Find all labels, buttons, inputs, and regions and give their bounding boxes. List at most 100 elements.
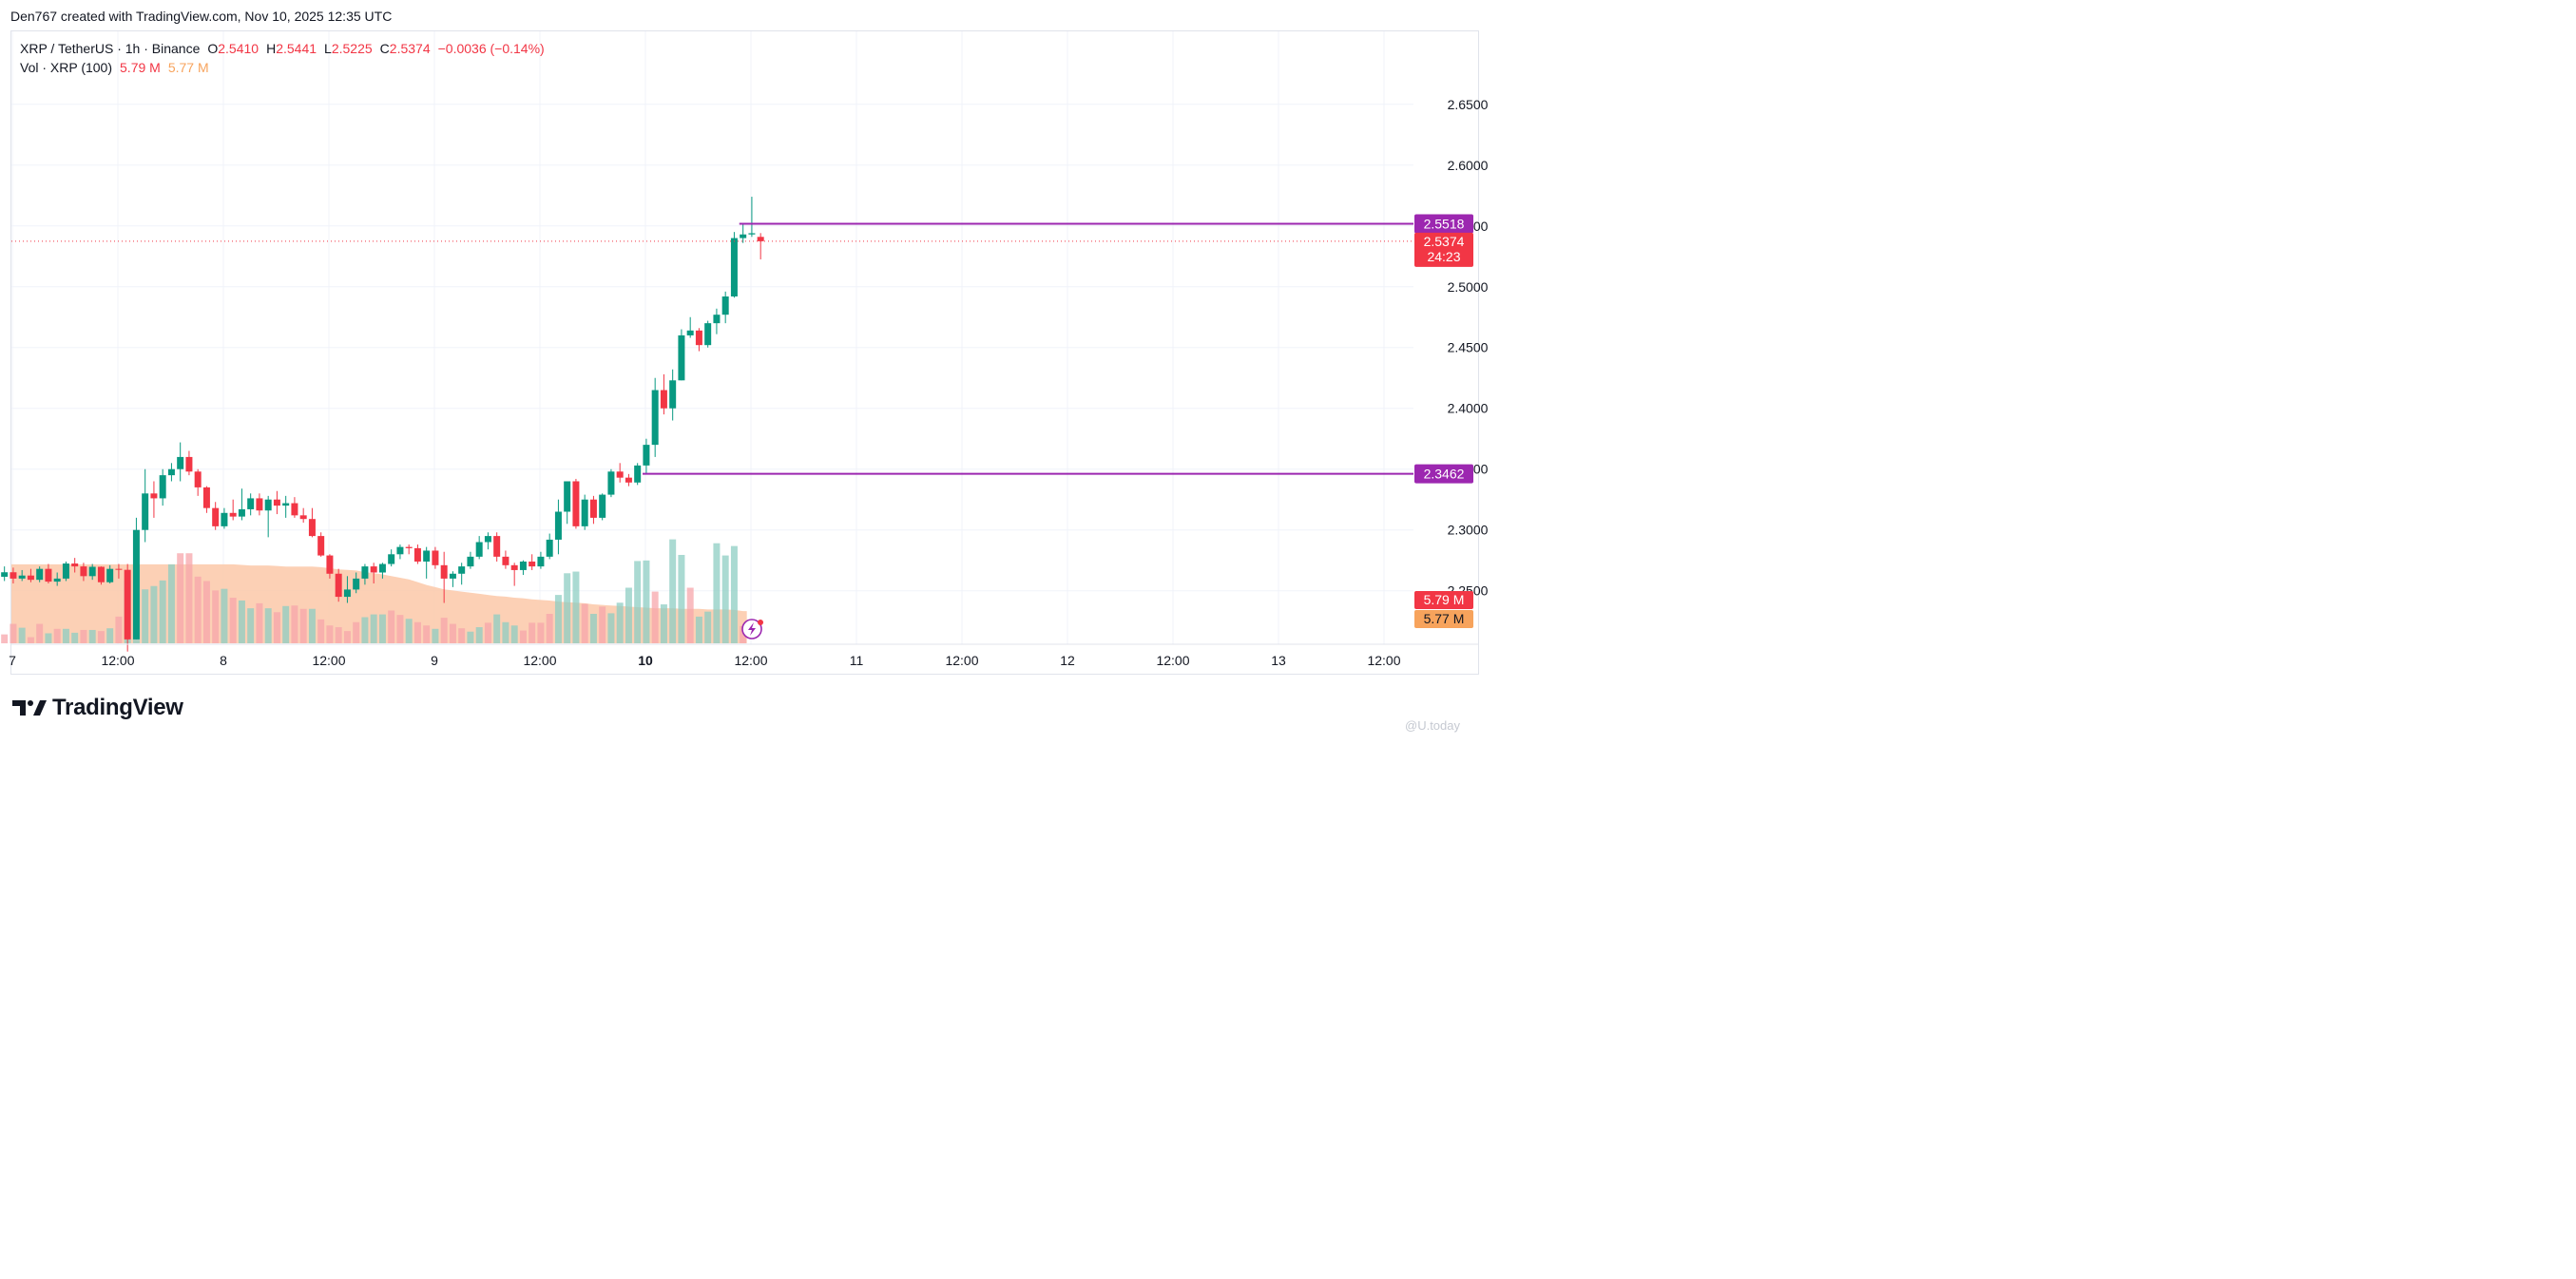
candle[interactable]: [361, 563, 369, 585]
tradingview-logo[interactable]: TradingView: [12, 695, 183, 721]
candle[interactable]: [326, 554, 334, 579]
candle[interactable]: [686, 316, 694, 338]
candle[interactable]: [467, 551, 474, 569]
candle[interactable]: [651, 377, 659, 457]
candle[interactable]: [704, 320, 712, 348]
candle[interactable]: [378, 563, 386, 579]
candle[interactable]: [53, 572, 61, 586]
candle[interactable]: [740, 223, 747, 243]
candle[interactable]: [212, 502, 220, 530]
volume-label[interactable]: Vol · XRP (100): [20, 60, 113, 75]
candle[interactable]: [247, 493, 255, 516]
candle[interactable]: [660, 373, 667, 415]
candle-body: [564, 481, 571, 512]
candle[interactable]: [554, 499, 562, 555]
candle[interactable]: [1, 566, 9, 582]
candle[interactable]: [36, 566, 44, 582]
candle[interactable]: [177, 442, 184, 482]
candle-body: [142, 493, 149, 530]
candle[interactable]: [721, 291, 729, 324]
candle[interactable]: [730, 232, 738, 298]
candle[interactable]: [221, 507, 228, 529]
candle[interactable]: [343, 576, 351, 603]
candle[interactable]: [510, 563, 518, 586]
candle[interactable]: [10, 567, 17, 584]
candle[interactable]: [475, 536, 483, 560]
candle[interactable]: [519, 560, 527, 576]
candle[interactable]: [634, 463, 642, 486]
candle[interactable]: [353, 572, 360, 594]
candle[interactable]: [537, 551, 545, 569]
volume-tag: [1414, 591, 1473, 609]
candle[interactable]: [599, 493, 606, 521]
candle[interactable]: [529, 554, 536, 570]
candle[interactable]: [423, 546, 431, 579]
candle[interactable]: [106, 564, 114, 584]
candle[interactable]: [678, 329, 685, 381]
candle[interactable]: [308, 507, 316, 538]
candle[interactable]: [317, 532, 325, 557]
candle[interactable]: [564, 481, 571, 525]
candle-body: [159, 475, 166, 499]
candle[interactable]: [370, 563, 377, 584]
candle[interactable]: [449, 571, 456, 587]
candle[interactable]: [132, 517, 140, 640]
candle[interactable]: [88, 563, 96, 581]
candle[interactable]: [589, 495, 597, 525]
candle[interactable]: [185, 450, 193, 476]
candle[interactable]: [695, 328, 702, 352]
candle[interactable]: [643, 438, 650, 474]
candle[interactable]: [713, 308, 721, 334]
candle[interactable]: [282, 495, 290, 518]
candle[interactable]: [502, 550, 509, 569]
candle-body: [335, 573, 342, 598]
candle[interactable]: [45, 563, 52, 584]
candle[interactable]: [625, 473, 632, 487]
candle[interactable]: [616, 463, 624, 483]
candle[interactable]: [581, 494, 588, 530]
candle[interactable]: [299, 507, 307, 524]
candle[interactable]: [159, 468, 166, 506]
candle[interactable]: [167, 463, 175, 482]
candle[interactable]: [458, 563, 466, 585]
candle[interactable]: [229, 499, 237, 521]
candle[interactable]: [238, 488, 245, 521]
candle[interactable]: [757, 233, 764, 259]
candle[interactable]: [194, 468, 202, 496]
candle[interactable]: [669, 369, 677, 421]
candle[interactable]: [493, 532, 501, 562]
replay-icon[interactable]: [741, 619, 763, 640]
candle[interactable]: [273, 490, 280, 515]
candle[interactable]: [607, 468, 615, 498]
symbol-label[interactable]: XRP / TetherUS · 1h · Binance: [20, 41, 201, 56]
candle[interactable]: [142, 468, 149, 543]
candle[interactable]: [484, 532, 491, 550]
price-chart[interactable]: 2.65002.60002.55002.50002.45002.40002.35…: [0, 0, 1490, 741]
candle[interactable]: [71, 558, 79, 573]
candle[interactable]: [546, 533, 553, 560]
candle[interactable]: [405, 544, 413, 555]
candle[interactable]: [291, 497, 298, 518]
candle-body: [493, 536, 501, 557]
candle[interactable]: [62, 561, 69, 582]
candle[interactable]: [335, 568, 342, 602]
candle[interactable]: [256, 493, 263, 516]
candle[interactable]: [572, 478, 580, 529]
volume-ma-tag: [1414, 610, 1473, 628]
candle[interactable]: [80, 563, 87, 582]
candle[interactable]: [396, 544, 404, 560]
candle[interactable]: [124, 563, 131, 652]
candle[interactable]: [150, 481, 158, 518]
candle[interactable]: [27, 568, 34, 582]
candle[interactable]: [413, 544, 421, 564]
candle[interactable]: [18, 569, 26, 582]
candle[interactable]: [115, 563, 123, 579]
candle[interactable]: [432, 546, 439, 569]
candle[interactable]: [97, 566, 105, 585]
candle[interactable]: [440, 551, 448, 603]
candle[interactable]: [264, 495, 272, 538]
candle[interactable]: [748, 197, 756, 238]
volume-bar: [695, 616, 702, 643]
candle[interactable]: [202, 486, 210, 513]
candle[interactable]: [388, 549, 395, 567]
